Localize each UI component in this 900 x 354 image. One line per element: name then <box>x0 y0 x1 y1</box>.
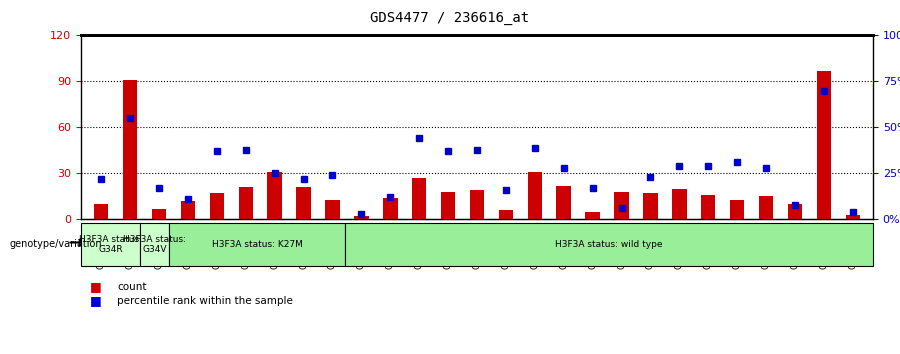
Text: ■: ■ <box>90 280 102 293</box>
Bar <box>759 196 773 219</box>
Text: count: count <box>117 282 147 292</box>
Bar <box>615 192 629 219</box>
Bar <box>470 190 484 219</box>
Text: genotype/variation: genotype/variation <box>9 239 102 249</box>
Bar <box>94 204 109 219</box>
Bar <box>355 216 369 219</box>
Bar <box>788 204 802 219</box>
Bar <box>383 198 398 219</box>
Bar <box>152 209 166 219</box>
Bar <box>181 201 195 219</box>
Bar <box>672 189 687 219</box>
Bar <box>556 186 571 219</box>
Bar <box>325 200 339 219</box>
Text: ■: ■ <box>90 295 102 307</box>
Bar <box>585 212 599 219</box>
Bar <box>701 195 716 219</box>
Bar <box>238 187 253 219</box>
Bar <box>296 187 310 219</box>
Bar <box>210 193 224 219</box>
Bar <box>527 172 542 219</box>
Text: GDS4477 / 236616_at: GDS4477 / 236616_at <box>371 11 529 25</box>
Bar <box>267 172 282 219</box>
Bar <box>816 71 831 219</box>
Text: H3F3A status: K27M: H3F3A status: K27M <box>212 240 302 249</box>
Text: H3F3A status:
G34R: H3F3A status: G34R <box>79 235 142 254</box>
Text: H3F3A status: wild type: H3F3A status: wild type <box>555 240 662 249</box>
Bar <box>412 178 427 219</box>
Bar <box>123 80 138 219</box>
Bar <box>499 210 513 219</box>
Bar <box>845 215 860 219</box>
Text: H3F3A status:
G34V: H3F3A status: G34V <box>122 235 185 254</box>
Text: percentile rank within the sample: percentile rank within the sample <box>117 296 292 306</box>
Bar <box>644 193 658 219</box>
Bar <box>730 200 744 219</box>
Bar <box>441 192 455 219</box>
